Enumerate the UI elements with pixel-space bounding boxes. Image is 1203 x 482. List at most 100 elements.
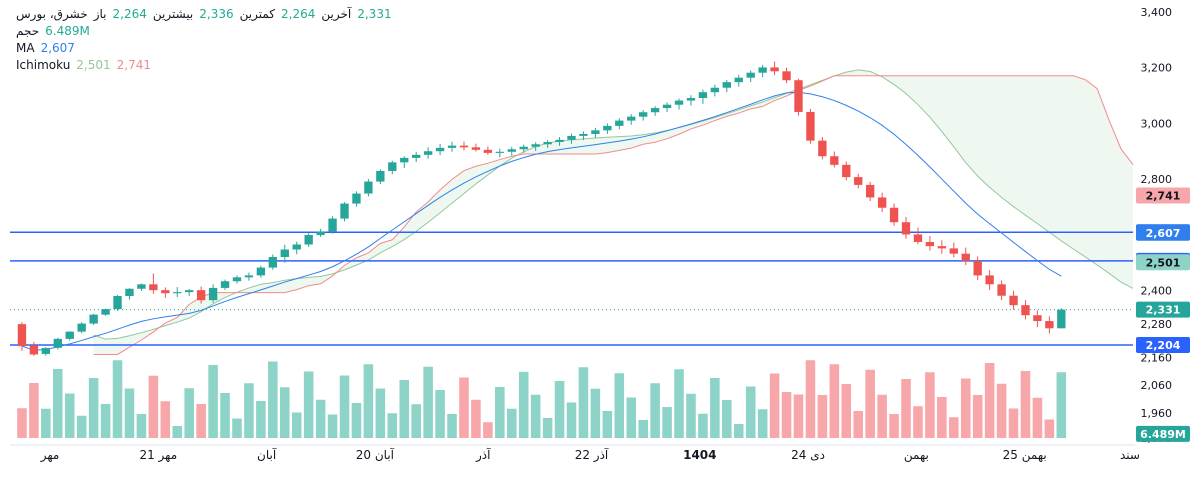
- candle-body[interactable]: [1057, 309, 1066, 329]
- candle-body[interactable]: [662, 104, 672, 109]
- candle-body[interactable]: [901, 222, 911, 235]
- candle-body[interactable]: [149, 284, 158, 291]
- volume-bar: [733, 424, 744, 438]
- candle-body[interactable]: [507, 149, 516, 152]
- candle-body[interactable]: [603, 125, 612, 131]
- candle-body[interactable]: [1045, 321, 1054, 329]
- candle-body[interactable]: [818, 140, 827, 157]
- candle-body[interactable]: [340, 203, 349, 219]
- volume-bar: [459, 377, 469, 438]
- candle-body[interactable]: [973, 260, 982, 276]
- candle-body[interactable]: [352, 193, 361, 204]
- volume-bar: [698, 413, 708, 438]
- candle-body[interactable]: [113, 296, 122, 310]
- candle-body[interactable]: [615, 120, 624, 126]
- price-label-text: 2,331: [1146, 304, 1181, 317]
- candle-body[interactable]: [17, 324, 27, 347]
- candle-body[interactable]: [280, 249, 289, 258]
- candle-body[interactable]: [674, 100, 684, 105]
- candle-body[interactable]: [388, 162, 397, 171]
- candle-body[interactable]: [746, 72, 755, 78]
- volume-bar: [279, 387, 290, 438]
- candle-body[interactable]: [65, 331, 74, 339]
- candle-body[interactable]: [435, 147, 445, 152]
- candle-body[interactable]: [101, 309, 110, 315]
- volume-bar: [865, 369, 875, 438]
- candle-body[interactable]: [412, 154, 421, 158]
- candle-body[interactable]: [555, 139, 564, 143]
- candle-body[interactable]: [519, 146, 528, 150]
- candle-body[interactable]: [710, 87, 720, 93]
- candle-body[interactable]: [579, 133, 588, 136]
- candle-body[interactable]: [376, 170, 385, 182]
- candle-body[interactable]: [125, 288, 134, 296]
- candle-body[interactable]: [447, 145, 457, 148]
- candle-body[interactable]: [137, 284, 146, 289]
- x-axis-tick-label: 25 بهمن: [1003, 448, 1047, 463]
- candle-body[interactable]: [364, 181, 373, 194]
- candle-body[interactable]: [304, 235, 313, 245]
- candle-body[interactable]: [400, 157, 409, 163]
- candle-body[interactable]: [495, 151, 505, 153]
- candle-body[interactable]: [985, 275, 994, 285]
- candle-body[interactable]: [782, 71, 791, 81]
- candle-body[interactable]: [316, 231, 325, 236]
- candle-body[interactable]: [722, 82, 731, 88]
- candle-body[interactable]: [220, 281, 230, 288]
- candle-body[interactable]: [208, 287, 218, 301]
- candle-body[interactable]: [865, 184, 875, 198]
- candle-body[interactable]: [913, 234, 923, 242]
- candle-body[interactable]: [806, 111, 815, 141]
- candle-body[interactable]: [591, 130, 600, 134]
- candle-body[interactable]: [29, 345, 39, 355]
- volume-bar: [841, 384, 852, 438]
- candle-body[interactable]: [531, 144, 540, 147]
- candle-body[interactable]: [961, 253, 970, 261]
- candle-body[interactable]: [1009, 295, 1018, 306]
- candle-body[interactable]: [794, 80, 803, 112]
- candle-body[interactable]: [650, 108, 660, 113]
- candle-body[interactable]: [268, 257, 278, 268]
- volume-bar: [805, 360, 816, 438]
- candle-body[interactable]: [543, 142, 552, 145]
- candle-body[interactable]: [196, 290, 206, 301]
- candle-body[interactable]: [937, 246, 947, 249]
- candle-body[interactable]: [1033, 315, 1042, 322]
- candle-body[interactable]: [1021, 305, 1030, 316]
- candle-body[interactable]: [53, 338, 62, 348]
- candle-body[interactable]: [185, 290, 194, 293]
- candle-body[interactable]: [256, 267, 266, 276]
- candle-body[interactable]: [292, 244, 301, 250]
- candle-body[interactable]: [770, 67, 779, 72]
- candle-body[interactable]: [949, 248, 958, 254]
- candle-body[interactable]: [173, 292, 182, 294]
- candle-body[interactable]: [459, 145, 469, 148]
- candle-body[interactable]: [567, 135, 576, 140]
- candle-body[interactable]: [698, 92, 708, 99]
- candle-body[interactable]: [877, 197, 887, 208]
- candle-body[interactable]: [997, 284, 1006, 296]
- candle-body[interactable]: [328, 218, 337, 232]
- volume-bar: [411, 404, 421, 438]
- candle-body[interactable]: [483, 149, 493, 153]
- candle-body[interactable]: [89, 314, 98, 324]
- candle-body[interactable]: [423, 151, 433, 155]
- candle-body[interactable]: [244, 275, 254, 278]
- candle-body[interactable]: [842, 164, 851, 178]
- candle-body[interactable]: [889, 207, 899, 223]
- candle-body[interactable]: [925, 241, 935, 247]
- candle-body[interactable]: [161, 290, 170, 294]
- candle-body[interactable]: [758, 67, 767, 73]
- candle-body[interactable]: [41, 348, 51, 354]
- candle-body[interactable]: [232, 277, 242, 282]
- candle-body[interactable]: [686, 98, 696, 101]
- candle-body[interactable]: [734, 77, 743, 83]
- candle-body[interactable]: [638, 112, 648, 117]
- candle-body[interactable]: [854, 177, 863, 185]
- candle-body[interactable]: [627, 116, 636, 121]
- candle-body[interactable]: [830, 156, 839, 165]
- candle-body[interactable]: [471, 147, 481, 150]
- candle-body[interactable]: [77, 323, 86, 332]
